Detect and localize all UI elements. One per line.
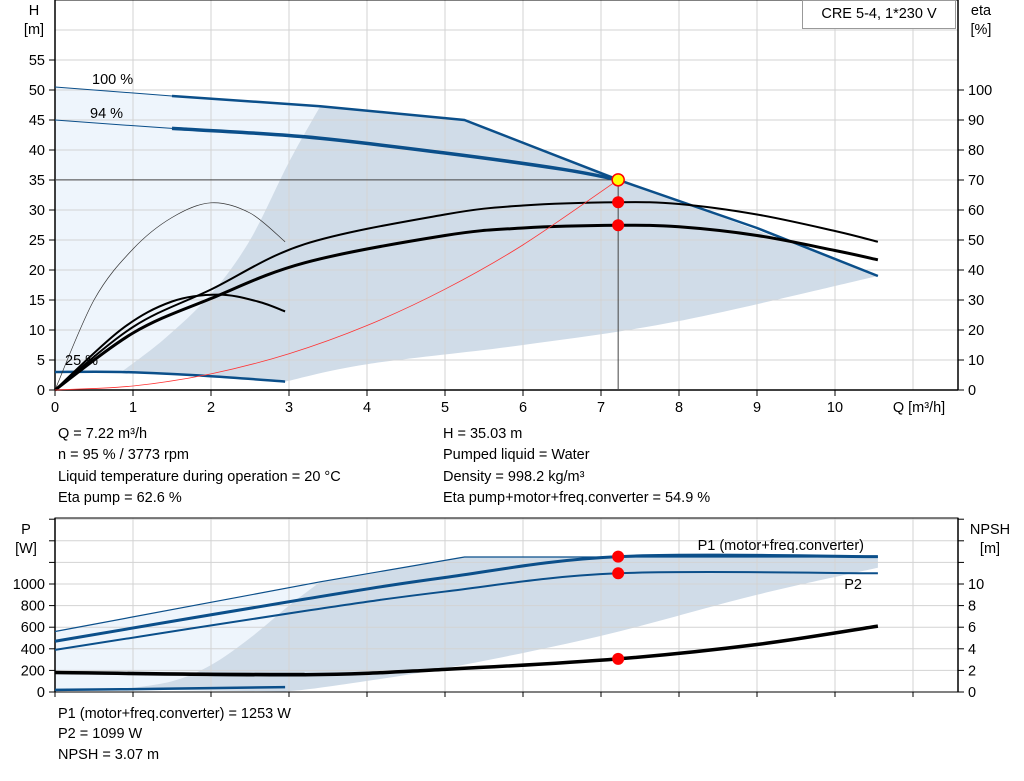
h-tick-label: 15 (29, 293, 45, 309)
speed-label-94: 94 % (90, 106, 123, 122)
duty-point (611, 173, 625, 187)
head-curve-94 (171, 126, 619, 182)
eta-tick-label: 70 (968, 173, 984, 189)
readout-q: Q = 7.22 m³/h (58, 426, 148, 442)
eta-axis-name: eta (971, 3, 992, 19)
readout-p2: P2 = 1099 W (58, 726, 143, 742)
npsh-tick-label: 2 (968, 663, 976, 679)
readout-eta-total: Eta pump+motor+freq.converter = 54.9 % (443, 490, 711, 506)
p-tick-label: 0 (37, 685, 45, 701)
x-tick-label: 5 (441, 400, 449, 416)
p1-series-label: P1 (motor+freq.converter) (698, 538, 864, 554)
p-tick-label: 200 (21, 663, 45, 679)
readout-h: H = 35.03 m (443, 426, 523, 442)
h-tick-label: 40 (29, 143, 45, 159)
eta-pump-curve (54, 201, 879, 391)
npsh-axis-unit: [m] (980, 541, 1000, 557)
eta-tick-label: 50 (968, 233, 984, 249)
eta-axis-unit: [%] (971, 22, 992, 38)
eta-tick-label: 60 (968, 203, 984, 219)
p2-point (612, 567, 625, 580)
npsh-axis-name: NPSH (970, 522, 1010, 538)
legend-box: CRE 5-4, 1*230 V (802, 0, 956, 29)
p-tick-label: 1000 (13, 577, 45, 593)
p-axis-name: P (21, 522, 31, 538)
head-curve-25 (54, 370, 286, 383)
p-tick-label: 400 (21, 642, 45, 658)
region-light-top (55, 87, 321, 372)
eta-tick-label: 100 (968, 83, 992, 99)
eta-tick-label: 10 (968, 353, 984, 369)
eta-tick-label: 0 (968, 383, 976, 399)
region-dark-top (121, 106, 878, 382)
x-tick-label: 8 (675, 400, 683, 416)
p-curve-low-speed (54, 685, 286, 692)
readout-npsh: NPSH = 3.07 m (58, 747, 160, 763)
p2-curve (54, 570, 878, 651)
readout-temperature: Liquid temperature during operation = 20… (58, 469, 341, 485)
x-tick-label: 3 (285, 400, 293, 416)
x-tick-label: 2 (207, 400, 215, 416)
readout-liquid: Pumped liquid = Water (443, 447, 590, 463)
p2-series-label: P2 (844, 577, 862, 593)
h-tick-label: 5 (37, 353, 45, 369)
x-tick-label: 7 (597, 400, 605, 416)
h-tick-label: 20 (29, 263, 45, 279)
h-tick-label: 0 (37, 383, 45, 399)
p-axis-unit: [W] (15, 541, 37, 557)
system-curve (54, 179, 619, 391)
h-tick-label: 30 (29, 203, 45, 219)
eta-tick-label: 40 (968, 263, 984, 279)
h-axis-name: H (29, 3, 39, 19)
p1-curve-100 (54, 556, 878, 633)
x-tick-label: 9 (753, 400, 761, 416)
p1-point (612, 550, 625, 563)
h-tick-label: 10 (29, 323, 45, 339)
h-tick-label: 35 (29, 173, 45, 189)
eta-tick-label: 90 (968, 113, 984, 129)
npsh-point (612, 652, 625, 665)
h-axis-unit: [m] (24, 22, 44, 38)
x-tick-label: 4 (363, 400, 371, 416)
readout-speed: n = 95 % / 3773 rpm (58, 447, 189, 463)
x-tick-label: 6 (519, 400, 527, 416)
npsh-tick-label: 8 (968, 599, 976, 615)
eta-total-curve-low-speed (54, 293, 286, 391)
p-tick-label: 800 (21, 599, 45, 615)
x-tick-label: 10 (827, 400, 843, 416)
q-axis-label: Q [m³/h] (893, 400, 945, 416)
h-tick-label: 55 (29, 53, 45, 69)
readout-p1: P1 (motor+freq.converter) = 1253 W (58, 706, 291, 722)
npsh-tick-label: 6 (968, 620, 976, 636)
eta-tick-label: 20 (968, 323, 984, 339)
eta-total-curve (54, 223, 879, 392)
h-tick-label: 45 (29, 113, 45, 129)
h-tick-label: 50 (29, 83, 45, 99)
eta-total-point (612, 219, 625, 232)
eta-tick-label: 80 (968, 143, 984, 159)
head-curve-100 (171, 94, 879, 278)
h-tick-label: 25 (29, 233, 45, 249)
region-dark-bottom (121, 557, 878, 692)
readout-eta-pump: Eta pump = 62.6 % (58, 490, 182, 506)
speed-label-25: 25 % (65, 353, 98, 369)
p-tick-label: 600 (21, 620, 45, 636)
npsh-tick-label: 10 (968, 577, 984, 593)
x-tick-label: 0 (51, 400, 59, 416)
x-tick-label: 1 (129, 400, 137, 416)
p1-curve (54, 553, 878, 643)
speed-label-100: 100 % (92, 72, 133, 88)
npsh-curve (54, 624, 879, 677)
npsh-tick-label: 4 (968, 642, 976, 658)
eta-tick-label: 30 (968, 293, 984, 309)
npsh-tick-label: 0 (968, 685, 976, 701)
eta-pump-curve-low-speed (54, 202, 286, 391)
eta-pump-point (612, 196, 625, 209)
readout-density: Density = 998.2 kg/m³ (443, 469, 585, 485)
